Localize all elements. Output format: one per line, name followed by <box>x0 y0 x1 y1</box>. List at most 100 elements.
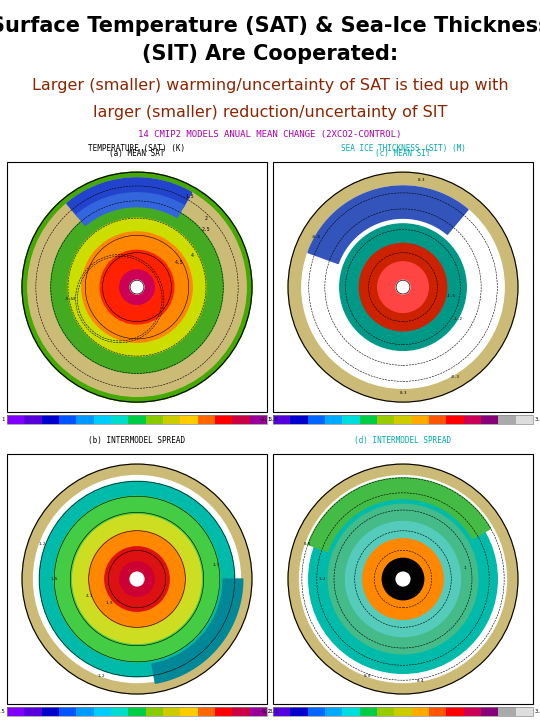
Circle shape <box>89 239 185 336</box>
Circle shape <box>123 274 151 301</box>
Bar <box>146 707 163 716</box>
Bar <box>7 707 24 716</box>
Circle shape <box>363 539 443 619</box>
Bar <box>464 707 481 716</box>
Text: TEMPERATURE (SAT) (K): TEMPERATURE (SAT) (K) <box>89 144 186 153</box>
Text: -2.1: -2.1 <box>258 417 271 422</box>
Circle shape <box>74 224 200 351</box>
Bar <box>360 415 377 424</box>
Text: 0.4: 0.4 <box>417 679 425 683</box>
Bar <box>308 707 325 716</box>
Circle shape <box>340 224 466 351</box>
Bar <box>232 415 249 424</box>
Bar <box>273 415 291 424</box>
Bar <box>7 707 267 716</box>
Polygon shape <box>76 193 184 225</box>
Bar <box>93 707 111 716</box>
Bar <box>481 415 498 424</box>
Circle shape <box>36 186 238 388</box>
Circle shape <box>39 482 235 677</box>
Text: 1.2: 1.2 <box>38 542 46 546</box>
Text: 1.2: 1.2 <box>98 674 105 678</box>
Text: (a) MEAN SAT: (a) MEAN SAT <box>109 149 165 158</box>
Bar <box>232 707 249 716</box>
Bar <box>481 707 498 716</box>
Circle shape <box>359 243 447 330</box>
Bar <box>273 415 533 424</box>
Text: -0.6: -0.6 <box>310 235 320 238</box>
Polygon shape <box>308 186 468 264</box>
Bar <box>377 415 394 424</box>
Bar <box>129 707 146 716</box>
Circle shape <box>302 186 504 388</box>
Text: larger (smaller) reduction/uncertainty of SIT: larger (smaller) reduction/uncertainty o… <box>93 105 447 120</box>
Text: 1.9: 1.9 <box>105 600 112 605</box>
Text: -0.3: -0.3 <box>450 374 460 379</box>
Bar <box>464 415 481 424</box>
Bar <box>7 162 267 412</box>
Bar <box>342 707 360 716</box>
Text: -1.5: -1.5 <box>446 294 456 297</box>
Circle shape <box>300 476 507 683</box>
Bar <box>163 415 180 424</box>
Circle shape <box>72 515 201 644</box>
Circle shape <box>82 232 192 342</box>
Bar <box>129 415 146 424</box>
Text: 0.2: 0.2 <box>261 709 271 714</box>
Bar <box>7 415 267 424</box>
Circle shape <box>382 558 424 600</box>
Circle shape <box>22 172 252 402</box>
Circle shape <box>22 172 252 402</box>
Circle shape <box>130 572 144 586</box>
Bar <box>76 707 93 716</box>
Bar <box>146 415 163 424</box>
Circle shape <box>100 251 174 324</box>
Text: Larger (smaller) warming/uncertainty of SAT is tied up with: Larger (smaller) warming/uncertainty of … <box>32 78 508 94</box>
Bar <box>325 707 342 716</box>
Text: 2: 2 <box>205 215 207 220</box>
Text: (SIT) Are Cooperated:: (SIT) Are Cooperated: <box>142 44 398 64</box>
Bar <box>394 415 411 424</box>
Text: 1.5: 1.5 <box>50 577 58 581</box>
Text: -3.5: -3.5 <box>64 297 73 301</box>
Bar <box>59 415 76 424</box>
Bar <box>291 707 308 716</box>
Circle shape <box>89 531 185 627</box>
Bar <box>360 707 377 716</box>
Bar <box>498 707 516 716</box>
Text: (d) INTERMODEL SPREAD: (d) INTERMODEL SPREAD <box>354 436 451 445</box>
Bar <box>163 707 180 716</box>
Circle shape <box>74 224 200 351</box>
Bar <box>59 707 76 716</box>
Polygon shape <box>152 579 243 683</box>
Bar <box>249 707 267 716</box>
Bar <box>394 707 411 716</box>
Bar <box>429 415 447 424</box>
Bar <box>198 707 215 716</box>
Circle shape <box>105 255 169 319</box>
Bar <box>273 162 533 412</box>
Circle shape <box>33 476 240 683</box>
Circle shape <box>288 172 518 402</box>
Polygon shape <box>308 478 491 552</box>
Text: 1: 1 <box>464 566 467 570</box>
Text: 0.3: 0.3 <box>399 391 407 395</box>
Bar <box>249 415 267 424</box>
Bar <box>7 415 24 424</box>
Text: 1.5: 1.5 <box>0 709 5 714</box>
Text: 1.5: 1.5 <box>185 194 194 199</box>
Bar <box>411 707 429 716</box>
Circle shape <box>309 485 497 673</box>
Bar <box>42 707 59 716</box>
Circle shape <box>22 172 252 402</box>
Circle shape <box>105 255 169 319</box>
Bar <box>76 415 93 424</box>
Circle shape <box>346 521 461 636</box>
Bar <box>308 415 325 424</box>
Bar <box>180 707 198 716</box>
Circle shape <box>51 201 223 374</box>
Bar <box>291 415 308 424</box>
Text: (c) MEAN SIT: (c) MEAN SIT <box>375 149 431 158</box>
Text: SEA ICE THICKNESS (SIT) (M): SEA ICE THICKNESS (SIT) (M) <box>341 144 465 153</box>
Bar <box>516 707 533 716</box>
